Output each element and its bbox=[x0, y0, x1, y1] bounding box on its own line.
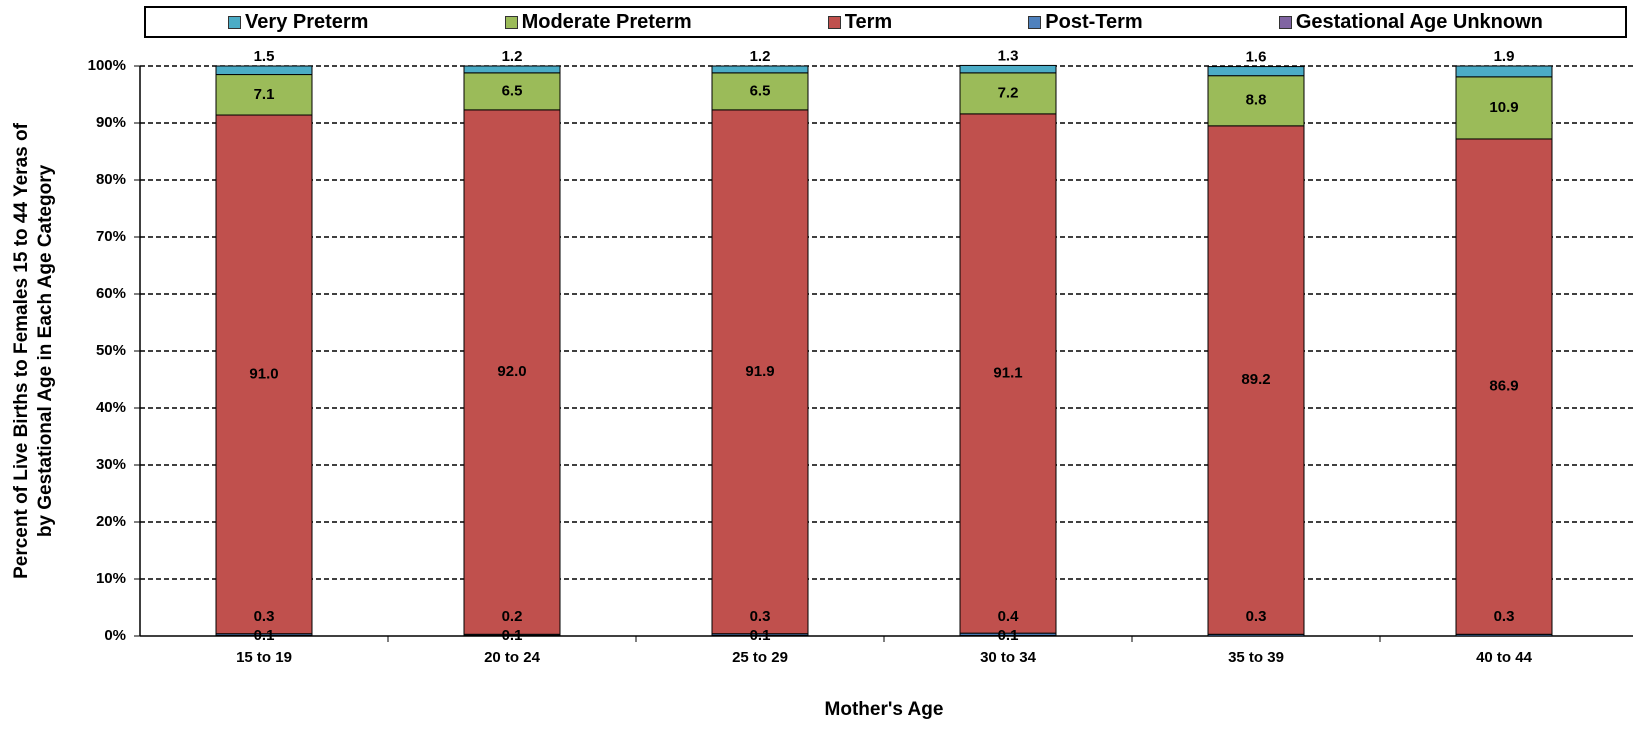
legend-label: Very Preterm bbox=[245, 10, 369, 33]
x-tick-label: 40 to 44 bbox=[1476, 649, 1533, 666]
bar-segment bbox=[1455, 138, 1553, 635]
bar-segment bbox=[711, 109, 809, 635]
legend-label: Term bbox=[844, 10, 893, 33]
data-label: 6.5 bbox=[750, 82, 771, 99]
bar-segment bbox=[959, 113, 1057, 634]
data-label: 10.9 bbox=[1489, 99, 1518, 116]
data-label: 1.3 bbox=[998, 47, 1019, 64]
x-tick-label: 20 to 24 bbox=[484, 649, 541, 666]
y-tick-label: 30% bbox=[96, 456, 126, 473]
x-tick-label: 35 to 39 bbox=[1228, 649, 1284, 666]
data-label: 0.1 bbox=[502, 627, 523, 644]
x-tick-label: 15 to 19 bbox=[236, 649, 292, 666]
legend-swatch bbox=[1028, 15, 1042, 29]
bar-segment bbox=[463, 72, 561, 111]
data-label: 91.0 bbox=[249, 365, 278, 382]
x-tick-label: 25 to 29 bbox=[732, 649, 788, 666]
y-tick-label: 70% bbox=[96, 228, 126, 245]
legend-item: Term bbox=[827, 10, 893, 34]
bar-segment bbox=[215, 74, 313, 116]
bar-segment bbox=[711, 72, 809, 111]
legend-item: Gestational Age Unknown bbox=[1278, 10, 1543, 34]
y-tick-label: 50% bbox=[96, 342, 126, 359]
data-label: 0.3 bbox=[750, 608, 771, 625]
y-tick-label: 20% bbox=[96, 513, 126, 530]
bar-segment bbox=[1207, 125, 1305, 635]
data-label: 1.9 bbox=[1494, 48, 1515, 65]
data-label: 0.1 bbox=[254, 627, 275, 644]
bar-segment bbox=[959, 64, 1057, 74]
legend-label: Gestational Age Unknown bbox=[1295, 10, 1543, 33]
legend-item: Very Preterm bbox=[228, 11, 368, 34]
bar-segment bbox=[1455, 76, 1553, 140]
bar-segment bbox=[711, 65, 809, 74]
bar-segment bbox=[215, 114, 313, 635]
data-label: 7.2 bbox=[998, 84, 1019, 101]
data-label: 1.6 bbox=[1246, 49, 1267, 66]
y-axis-title-line-1: Percent of Live Births to Females 15 to … bbox=[11, 122, 32, 578]
y-tick-label: 60% bbox=[96, 285, 126, 302]
data-label: 1.5 bbox=[254, 48, 275, 65]
y-axis-title-line-2: by Gestational Age in Each Age Category bbox=[35, 164, 56, 537]
y-tick-label: 10% bbox=[96, 570, 126, 587]
y-tick-label: 80% bbox=[96, 171, 126, 188]
x-axis-title: Mother's Age bbox=[825, 699, 944, 720]
bar-segment bbox=[463, 109, 561, 635]
legend-item: Moderate Preterm bbox=[504, 10, 692, 34]
legend-swatch bbox=[827, 15, 841, 29]
data-label: 91.1 bbox=[993, 364, 1022, 381]
legend-swatch bbox=[228, 15, 242, 29]
data-label: 0.4 bbox=[998, 608, 1020, 625]
data-label: 8.8 bbox=[1246, 92, 1267, 109]
data-label: 0.1 bbox=[998, 627, 1019, 644]
legend-item: Post-Term bbox=[1028, 10, 1143, 34]
data-label: 0.2 bbox=[502, 608, 523, 625]
legend: Very Preterm Moderate Preterm Term Post-Ter… bbox=[144, 6, 1627, 38]
bar-segment bbox=[1207, 75, 1305, 127]
data-label: 7.1 bbox=[254, 86, 275, 103]
y-tick-label: 90% bbox=[96, 114, 126, 131]
bar-segment bbox=[1207, 66, 1305, 77]
legend-swatch bbox=[504, 15, 518, 29]
bar-segment bbox=[463, 65, 561, 74]
data-label: 1.2 bbox=[750, 48, 771, 65]
y-tick-label: 0% bbox=[104, 627, 126, 644]
data-label: 0.3 bbox=[1494, 608, 1515, 625]
bar-segment bbox=[959, 72, 1057, 115]
legend-label: Post-Term bbox=[1045, 10, 1143, 33]
y-tick-label: 100% bbox=[88, 57, 126, 74]
data-label: 0.3 bbox=[254, 608, 275, 625]
bar-segment bbox=[215, 65, 313, 76]
data-label: 6.5 bbox=[502, 82, 523, 99]
y-tick-label: 40% bbox=[96, 399, 126, 416]
legend-label: Moderate Preterm bbox=[521, 10, 692, 33]
data-label: 0.1 bbox=[750, 627, 771, 644]
data-label: 86.9 bbox=[1489, 378, 1518, 395]
x-tick-label: 30 to 34 bbox=[980, 649, 1037, 666]
legend-swatch bbox=[1278, 15, 1292, 29]
data-label: 89.2 bbox=[1241, 371, 1270, 388]
data-label: 92.0 bbox=[497, 363, 526, 380]
data-label: 91.9 bbox=[745, 363, 774, 380]
data-label: 0.3 bbox=[1246, 608, 1267, 625]
data-label: 1.2 bbox=[502, 48, 523, 65]
bar-segment bbox=[1455, 65, 1553, 78]
